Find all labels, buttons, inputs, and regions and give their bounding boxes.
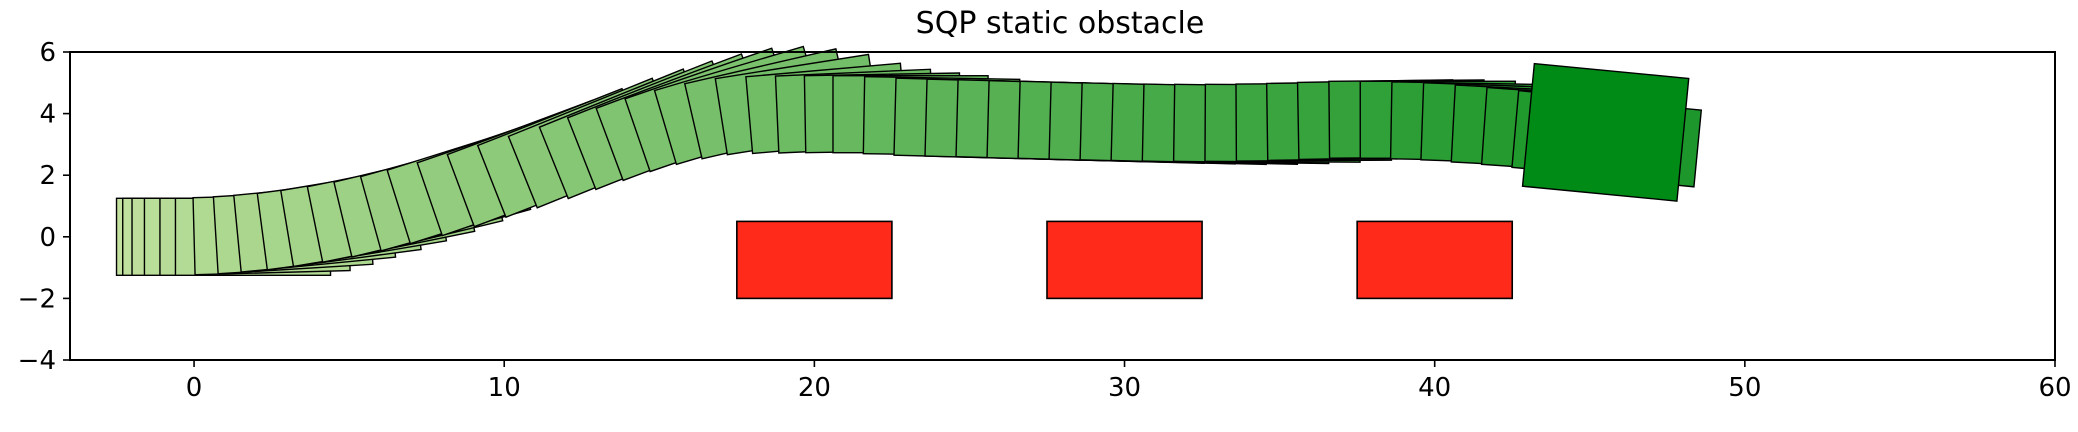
y-tick-label: 2 xyxy=(39,161,56,191)
chart-title: SQP static obstacle xyxy=(916,6,1205,41)
obstacle-2 xyxy=(1046,220,1203,300)
plot-area xyxy=(115,45,1703,300)
x-tick-label: 30 xyxy=(1108,373,1141,403)
vehicle-final-pose xyxy=(1521,62,1690,202)
y-tick-label: 6 xyxy=(39,38,56,68)
plot-frame xyxy=(69,51,2056,361)
x-tick-label: 0 xyxy=(186,373,203,403)
x-tick-label: 60 xyxy=(2038,373,2071,403)
x-tick-label: 10 xyxy=(488,373,521,403)
y-tick-label: −2 xyxy=(18,284,56,314)
x-tick-label: 40 xyxy=(1418,373,1451,403)
y-tick-label: −4 xyxy=(18,346,56,376)
obstacle-1 xyxy=(736,220,893,300)
x-tick-label: 50 xyxy=(1728,373,1761,403)
y-tick-label: 4 xyxy=(39,100,56,130)
x-tick-label: 20 xyxy=(798,373,831,403)
obstacle-3 xyxy=(1356,220,1514,300)
y-tick-label: 0 xyxy=(39,223,56,253)
